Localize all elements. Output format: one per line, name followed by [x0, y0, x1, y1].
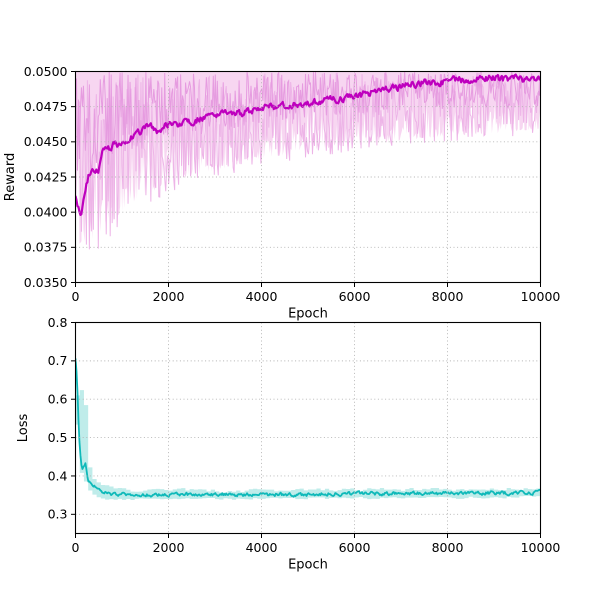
- loss-mean-line: [75, 358, 541, 498]
- plot-area: [75, 71, 541, 250]
- x-tick-label: 0: [72, 289, 80, 304]
- x-tick-label: 0: [72, 540, 80, 555]
- x-tick-label: 6000: [339, 289, 371, 304]
- loss-plot: 0 2000 4000 6000 8000 10000 0.3 0.4 0.5 0.6 0.7 0.8…: [16, 315, 560, 573]
- ticks: 0 2000 4000 6000 8000 10000 0.0350 0.0375 0.0400…: [24, 64, 561, 304]
- y-tick-label: 0.7: [48, 353, 68, 368]
- y-tick-label: 0.0375: [24, 240, 68, 255]
- grid: [75, 322, 541, 534]
- y-tick-label: 0.5: [48, 430, 68, 445]
- x-tick-label: 10000: [521, 289, 561, 304]
- x-tick-label: 2000: [153, 540, 185, 555]
- y-tick-label: 0.0350: [24, 275, 68, 290]
- x-axis-label: Epoch: [288, 307, 328, 322]
- y-tick-label: 0.3: [48, 507, 68, 522]
- x-tick-label: 4000: [246, 540, 278, 555]
- y-tick-label: 0.0425: [24, 169, 68, 184]
- raw-noise-line-dark: [75, 71, 541, 173]
- x-tick-label: 2000: [153, 289, 185, 304]
- reward-plot: 0 2000 4000 6000 8000 10000 0.0350 0.0375 0.0400…: [3, 64, 560, 322]
- ticks: 0 2000 4000 6000 8000 10000 0.3 0.4 0.5 0.6 0.7 0.8: [48, 315, 561, 555]
- y-tick-label: 0.6: [48, 392, 68, 407]
- y-tick-label: 0.0475: [24, 99, 68, 114]
- reward-mean-line: [75, 73, 541, 216]
- y-tick-label: 0.4: [48, 468, 68, 483]
- y-tick-label: 0.8: [48, 315, 68, 330]
- y-axis-label: Reward: [3, 153, 18, 201]
- y-tick-label: 0.0500: [24, 64, 68, 79]
- x-tick-label: 4000: [246, 289, 278, 304]
- x-tick-label: 8000: [432, 540, 464, 555]
- y-tick-label: 0.0400: [24, 204, 68, 219]
- x-tick-label: 6000: [339, 540, 371, 555]
- x-tick-label: 10000: [521, 540, 561, 555]
- raw-noise-line-light: [75, 71, 541, 250]
- y-axis-label: Loss: [16, 414, 31, 443]
- x-axis-label: Epoch: [288, 558, 328, 573]
- y-tick-label: 0.0450: [24, 134, 68, 149]
- loss-band-fill: [75, 390, 541, 500]
- x-tick-label: 8000: [432, 289, 464, 304]
- plot-area: [75, 358, 541, 500]
- axes-spines: [74, 321, 542, 535]
